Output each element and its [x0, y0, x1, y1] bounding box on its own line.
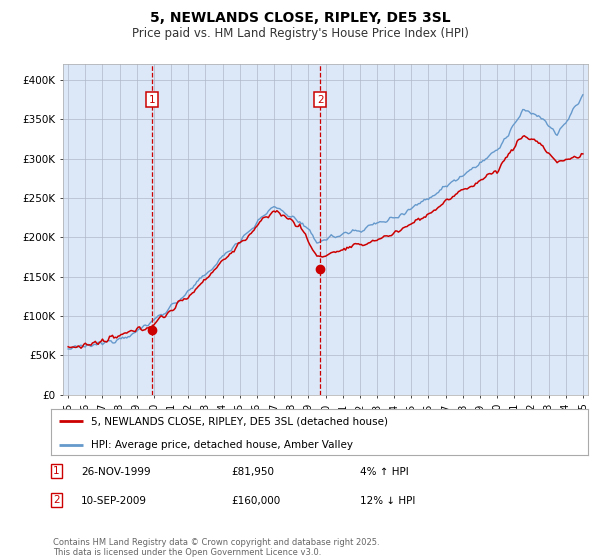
- Text: £160,000: £160,000: [231, 496, 280, 506]
- Text: 1: 1: [149, 95, 155, 105]
- Text: Contains HM Land Registry data © Crown copyright and database right 2025.
This d: Contains HM Land Registry data © Crown c…: [53, 538, 379, 557]
- Text: 2: 2: [53, 495, 59, 505]
- Text: 5, NEWLANDS CLOSE, RIPLEY, DE5 3SL: 5, NEWLANDS CLOSE, RIPLEY, DE5 3SL: [149, 11, 451, 25]
- Text: 26-NOV-1999: 26-NOV-1999: [81, 467, 151, 477]
- Text: 12% ↓ HPI: 12% ↓ HPI: [360, 496, 415, 506]
- Text: HPI: Average price, detached house, Amber Valley: HPI: Average price, detached house, Ambe…: [91, 440, 353, 450]
- Text: 5, NEWLANDS CLOSE, RIPLEY, DE5 3SL (detached house): 5, NEWLANDS CLOSE, RIPLEY, DE5 3SL (deta…: [91, 416, 388, 426]
- Text: 10-SEP-2009: 10-SEP-2009: [81, 496, 147, 506]
- Text: £81,950: £81,950: [231, 467, 274, 477]
- Text: 4% ↑ HPI: 4% ↑ HPI: [360, 467, 409, 477]
- Text: 1: 1: [53, 466, 59, 476]
- Text: 2: 2: [317, 95, 323, 105]
- Text: Price paid vs. HM Land Registry's House Price Index (HPI): Price paid vs. HM Land Registry's House …: [131, 27, 469, 40]
